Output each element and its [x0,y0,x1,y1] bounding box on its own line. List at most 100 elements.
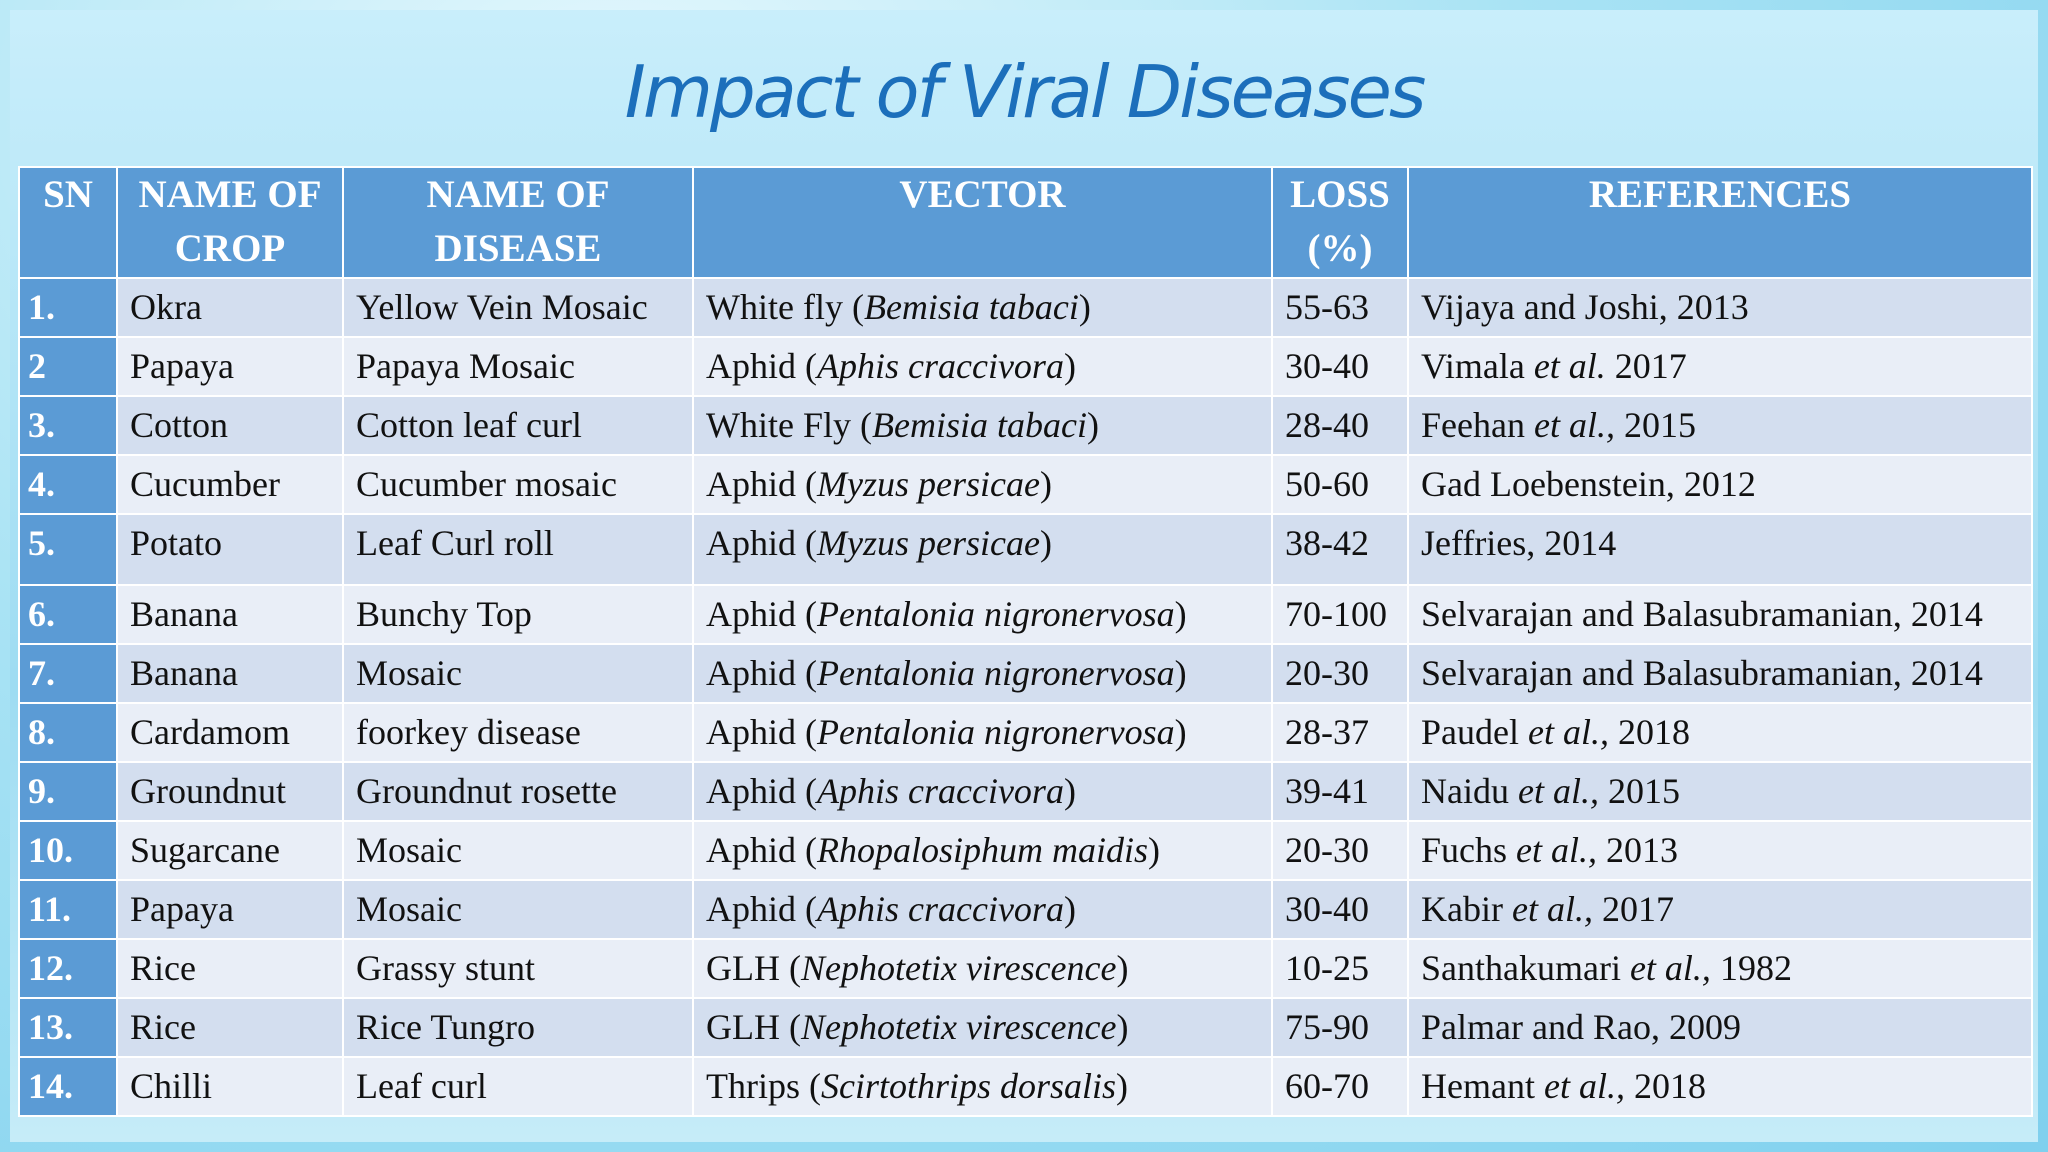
text: ) [1039,464,1052,504]
reference-cell: Paudel et al., 2018 [1407,702,2033,763]
italic-text: et al., [1511,889,1593,929]
text: Aphid ( [706,653,817,693]
italic-text: et al., [1533,405,1615,445]
table-row: 13. Rice Rice Tungro GLH (Nephotetix viresc… [18,997,2033,1058]
crop-cell: Okra [116,277,344,338]
text: ) [1063,346,1076,386]
sn-cell: 1. [18,277,118,338]
text: ) [1174,712,1187,752]
text: 2017 [1592,889,1674,929]
sn-cell: 14. [18,1056,118,1117]
text: Vijaya and Joshi, 2013 [1421,287,1749,327]
disease-cell: Yellow Vein Mosaic [342,277,694,338]
disease-cell: foorkey disease [342,702,694,763]
sn-cell: 6. [18,584,118,645]
text: Hemant [1421,1066,1544,1106]
crop-cell: Cucumber [116,454,344,515]
text: Thrips ( [706,1066,821,1106]
text: 2015 [1614,405,1696,445]
text: 2017 [1605,346,1687,386]
disease-cell: Grassy stunt [342,938,694,999]
text: Selvarajan and Balasubramanian, 2014 [1421,594,1983,634]
vector-cell: Aphid (Myzus persicae) [692,454,1273,515]
loss-cell: 20-30 [1271,643,1409,704]
text: 2013 [1597,830,1678,870]
reference-cell: Hemant et al., 2018 [1407,1056,2033,1117]
sn-cell: 5. [18,513,118,586]
text: White fly ( [706,287,864,327]
text: ) [1039,523,1052,563]
reference-cell: Vimala et al. 2017 [1407,336,2033,397]
loss-cell: 28-40 [1271,395,1409,456]
table-row: 4. Cucumber Cucumber mosaic Aphid (Myzus pe… [18,454,2033,515]
vector-cell: GLH (Nephotetix virescence) [692,938,1273,999]
disease-cell: Leaf curl [342,1056,694,1117]
table-row: 6. Banana Bunchy Top Aphid (Pentalonia nigr… [18,584,2033,645]
crop-cell: Banana [116,643,344,704]
text: Fuchs [1421,830,1517,870]
text: 2015 [1598,771,1680,811]
vector-cell: Aphid (Pentalonia nigronervosa) [692,584,1273,645]
italic-text: Rhopalosiphum maidis [817,830,1149,870]
vector-cell: GLH (Nephotetix virescence) [692,997,1273,1058]
text: Santhakumari [1421,948,1630,988]
disease-cell: Groundnut rosette [342,761,694,822]
reference-cell: Jeffries, 2014 [1407,513,2033,586]
italic-text: Myzus persicae [817,523,1040,563]
reference-cell: Feehan et al., 2015 [1407,395,2033,456]
loss-cell: 20-30 [1271,820,1409,881]
text: ) [1078,287,1091,327]
text: Aphid ( [706,830,817,870]
vector-cell: Aphid (Aphis craccivora) [692,336,1273,397]
vector-cell: Aphid (Rhopalosiphum maidis) [692,820,1273,881]
text: ) [1063,771,1076,811]
loss-cell: 38-42 [1271,513,1409,586]
loss-cell: 10-25 [1271,938,1409,999]
italic-text: Nephotetix virescence [800,948,1117,988]
crop-cell: Rice [116,997,344,1058]
text: Aphid ( [706,464,817,504]
loss-cell: 55-63 [1271,277,1409,338]
disease-cell: Mosaic [342,643,694,704]
disease-cell: Rice Tungro [342,997,694,1058]
sn-cell: 10. [18,820,118,881]
table-row: 3. Cotton Cotton leaf curl White Fly (Bemis… [18,395,2033,456]
disease-cell: Papaya Mosaic [342,336,694,397]
header-cell: NAME OF CROP [116,166,344,279]
text: ) [1116,1066,1129,1106]
header-cell: REFERENCES [1407,166,2033,279]
table-body: 1. Okra Yellow Vein Mosaic White fly (Bemis… [18,277,2033,1117]
reference-cell: Kabir et al., 2017 [1407,879,2033,940]
table-row: 8. Cardamom foorkey disease Aphid (Pentalon… [18,702,2033,763]
header-cell: LOSS (%) [1271,166,1409,279]
sn-cell: 3. [18,395,118,456]
loss-cell: 30-40 [1271,879,1409,940]
italic-text: Aphis craccivora [817,346,1064,386]
crop-cell: Banana [116,584,344,645]
crop-cell: Groundnut [116,761,344,822]
text: Naidu [1421,771,1518,811]
table-row: 10. Sugarcane Mosaic Aphid (Rhopalosiphum m… [18,820,2033,881]
text: Palmar and Rao, 2009 [1421,1007,1741,1047]
header-cell: SN [18,166,118,279]
text: 2018 [1624,1066,1706,1106]
italic-text: Pentalonia nigronervosa [817,712,1175,752]
italic-text: Myzus persicae [817,464,1040,504]
text: Aphid ( [706,523,817,563]
italic-text: Scirtothrips dorsalis [820,1066,1117,1106]
sn-cell: 2 [18,336,118,397]
text: Jeffries, 2014 [1421,523,1617,563]
sn-cell: 12. [18,938,118,999]
text: Selvarajan and Balasubramanian, 2014 [1421,653,1983,693]
text: Paudel [1421,712,1528,752]
disease-cell: Mosaic [342,820,694,881]
crop-cell: Cotton [116,395,344,456]
vector-cell: Aphid (Pentalonia nigronervosa) [692,702,1273,763]
vector-cell: Aphid (Aphis craccivora) [692,879,1273,940]
crop-cell: Cardamom [116,702,344,763]
reference-cell: Selvarajan and Balasubramanian, 2014 [1407,584,2033,645]
header-cell: VECTOR [692,166,1273,279]
reference-cell: Gad Loebenstein, 2012 [1407,454,2033,515]
vector-cell: White fly (Bemisia tabaci) [692,277,1273,338]
